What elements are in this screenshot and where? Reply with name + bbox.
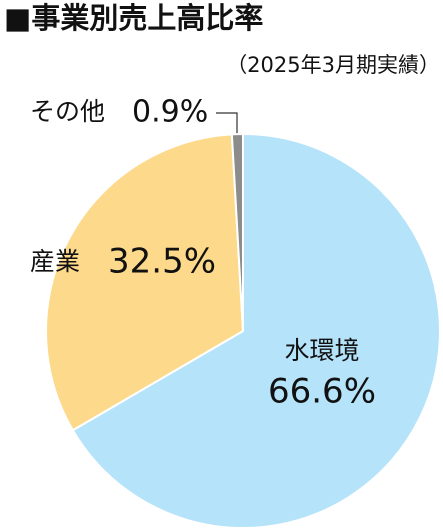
value-label: 32.5% [108, 242, 216, 282]
chart-title: ■事業別売上高比率 [4, 1, 263, 35]
chart-subtitle: （2025年3月期実績） [226, 53, 440, 77]
slice-label: 産業 [30, 247, 80, 276]
slice-label: 水環境 [284, 336, 359, 365]
pie-slice [45, 133, 245, 432]
pie-slice [230, 132, 244, 332]
pie-slice [71, 132, 441, 529]
value-label: 0.9% [132, 95, 208, 130]
value-label: 66.6% [268, 372, 376, 412]
leader-line [216, 112, 238, 140]
slice-label: その他 [30, 97, 105, 126]
